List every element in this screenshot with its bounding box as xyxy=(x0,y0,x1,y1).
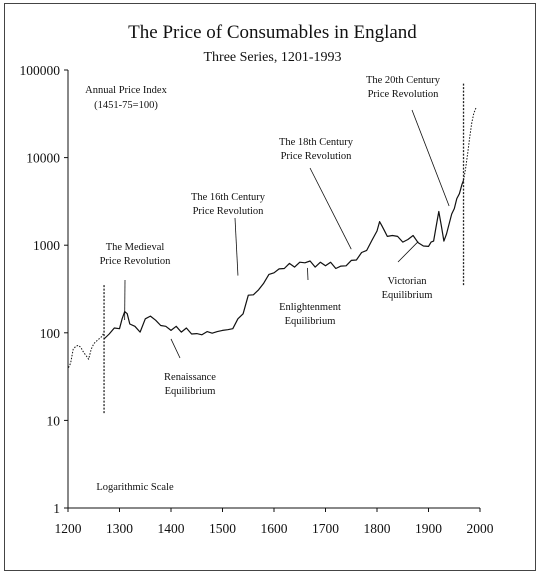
annotation-label: Equilibrium xyxy=(285,316,336,327)
annotation-leader xyxy=(397,241,419,263)
chart-subtitle: Three Series, 1201-1993 xyxy=(203,50,342,65)
annotation-leader xyxy=(307,267,309,281)
y-tick-label: 10 xyxy=(47,413,61,428)
annotation: The 20th Century Price Revolution xyxy=(366,75,450,207)
y-tick-label: 100 xyxy=(40,326,61,341)
annotation: Renaissance Equilibrium xyxy=(164,338,216,397)
annotation-leader xyxy=(234,217,239,276)
x-tick-label: 1600 xyxy=(261,521,288,536)
annotation: The Medieval Price Revolution xyxy=(100,242,172,321)
y-tick-label: 10000 xyxy=(26,151,60,166)
annotation: Victorian Equilibrium xyxy=(382,241,433,301)
annotation-label: Equilibrium xyxy=(165,386,216,397)
series-boundaries xyxy=(103,83,465,414)
annotation-label: Price Revolution xyxy=(368,89,440,100)
annotation-label: The 20th Century xyxy=(366,75,441,86)
annotation-leader xyxy=(309,167,352,250)
x-tick-label: 1500 xyxy=(209,521,236,536)
y-axis-title: Annual Price Index xyxy=(85,85,167,96)
x-tick-label: 1400 xyxy=(158,521,185,536)
annotation: Enlightenment Equilibrium xyxy=(279,267,341,327)
x-tick-label: 1800 xyxy=(364,521,391,536)
annotation-label: Price Revolution xyxy=(100,256,172,267)
annotation: The 18th Century Price Revolution xyxy=(279,137,354,250)
tick-group: 1200 1300 1400 1500 1600 1700 1800 1900 2000 1 10 1… xyxy=(20,63,494,536)
price-index-line xyxy=(463,106,477,181)
annotation-leader xyxy=(170,338,181,359)
x-tick-label: 1200 xyxy=(55,521,82,536)
y-axis-note: (1451-75=100) xyxy=(94,100,158,111)
annotation-label: Victorian xyxy=(387,276,427,287)
annotation-leader xyxy=(411,109,450,207)
annotation-label: Equilibrium xyxy=(382,290,433,301)
price-index-line xyxy=(103,180,465,340)
axes xyxy=(67,70,480,509)
annotation-label: Price Revolution xyxy=(193,206,265,217)
series-group xyxy=(68,106,477,368)
annotation-label: The Medieval xyxy=(106,242,165,253)
scale-note: Logarithmic Scale xyxy=(96,482,174,493)
annotation-label: Price Revolution xyxy=(281,151,353,162)
annotation-label: Renaissance xyxy=(164,372,216,383)
annotation-label: Enlightenment xyxy=(279,302,341,313)
x-tick-label: 2000 xyxy=(467,521,494,536)
annotation: The 16th Century Price Revolution xyxy=(191,192,266,276)
chart-title: The Price of Consumables in England xyxy=(128,22,417,43)
price-index-line xyxy=(68,332,105,368)
chart-frame xyxy=(4,3,536,571)
y-tick-label: 1000 xyxy=(33,238,60,253)
annotations: The Medieval Price Revolution Renaissance E… xyxy=(100,75,450,397)
annotation-label: The 16th Century xyxy=(191,192,266,203)
x-tick-label: 1300 xyxy=(106,521,133,536)
annotation-label: The 18th Century xyxy=(279,137,354,148)
y-tick-label: 100000 xyxy=(20,63,61,78)
y-tick-label: 1 xyxy=(53,501,60,516)
x-tick-label: 1900 xyxy=(415,521,442,536)
x-tick-label: 1700 xyxy=(312,521,339,536)
